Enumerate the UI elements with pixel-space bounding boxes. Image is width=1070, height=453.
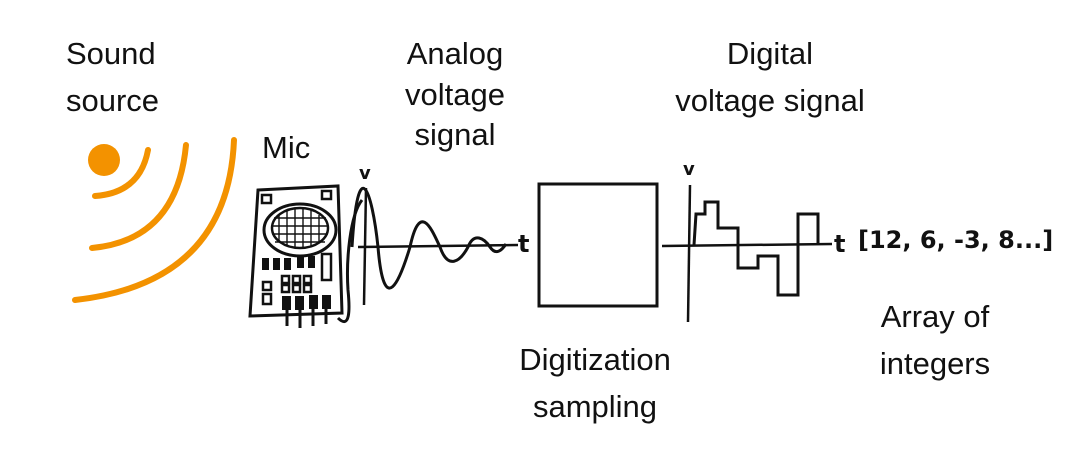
array-values: [12, 6, -3, 8...] bbox=[858, 226, 1054, 254]
digital-signal-label: Digital voltage signal bbox=[675, 36, 865, 118]
digital-t-axis-label: t bbox=[834, 230, 846, 258]
digitization-box bbox=[537, 182, 659, 308]
analog-wave bbox=[350, 187, 508, 290]
digital-v-axis bbox=[686, 184, 692, 323]
sound-source-dot bbox=[88, 144, 120, 176]
analog-signal-plot bbox=[350, 187, 519, 306]
mic-label: Mic bbox=[262, 130, 311, 165]
sound-wave-3 bbox=[72, 137, 237, 303]
digital-t-axis bbox=[661, 242, 833, 248]
digital-signal-plot bbox=[661, 184, 833, 323]
digitization-label: Digitization sampling bbox=[519, 342, 671, 424]
sound-wave-2 bbox=[89, 142, 189, 251]
sound-source-label: Sound source bbox=[66, 36, 160, 118]
analog-t-axis-label: t bbox=[518, 230, 530, 258]
sound-wave-1 bbox=[92, 147, 151, 199]
array-label: Array of integers bbox=[879, 299, 991, 381]
analog-signal-label: Analog voltage signal bbox=[405, 36, 505, 153]
analog-v-axis-label: v bbox=[359, 163, 371, 184]
digital-steps bbox=[692, 200, 820, 297]
mic-module-icon bbox=[248, 184, 364, 328]
digital-v-axis-label: v bbox=[683, 159, 695, 180]
sound-source-icon bbox=[72, 137, 237, 303]
